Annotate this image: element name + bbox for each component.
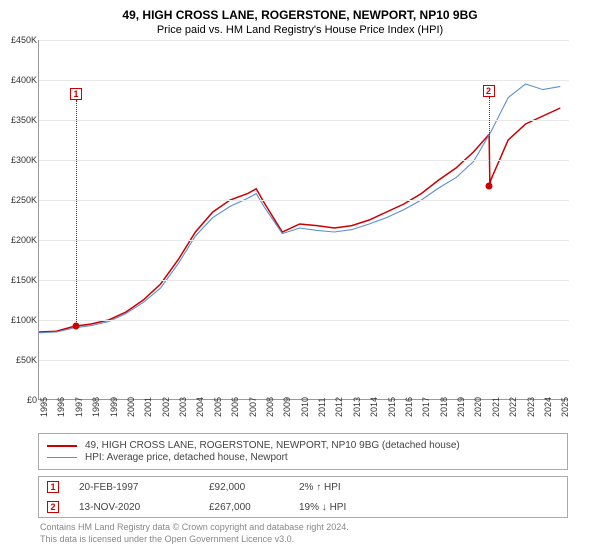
xtick-label: 2008 bbox=[265, 397, 275, 417]
row-pct: 19% ↓ HPI bbox=[299, 502, 409, 513]
series-line-property bbox=[39, 108, 560, 332]
xtick-label: 2022 bbox=[508, 397, 518, 417]
ytick-label: £350K bbox=[1, 115, 37, 125]
xtick-label: 2025 bbox=[560, 397, 570, 417]
xtick-label: 2005 bbox=[213, 397, 223, 417]
xtick-label: 2006 bbox=[230, 397, 240, 417]
footer-panel: 49, HIGH CROSS LANE, ROGERSTONE, NEWPORT… bbox=[38, 433, 568, 549]
marker-guideline bbox=[76, 100, 77, 326]
xtick-label: 2019 bbox=[456, 397, 466, 417]
legend-swatch-hpi bbox=[47, 457, 77, 459]
chart-area: £0£50K£100K£150K£200K£250K£300K£350K£400… bbox=[38, 40, 598, 430]
ytick-label: £100K bbox=[1, 315, 37, 325]
ytick-label: £250K bbox=[1, 195, 37, 205]
plot-region: £0£50K£100K£150K£200K£250K£300K£350K£400… bbox=[38, 40, 568, 400]
row-price: £92,000 bbox=[209, 482, 299, 493]
xtick-label: 1997 bbox=[74, 397, 84, 417]
xtick-label: 2003 bbox=[178, 397, 188, 417]
xtick-label: 1999 bbox=[109, 397, 119, 417]
xtick-label: 2009 bbox=[282, 397, 292, 417]
xtick-label: 2014 bbox=[369, 397, 379, 417]
xtick-label: 2016 bbox=[404, 397, 414, 417]
row-marker: 2 bbox=[47, 501, 59, 513]
ytick-label: £400K bbox=[1, 75, 37, 85]
licence-line: This data is licensed under the Open Gov… bbox=[40, 534, 566, 546]
marker-guideline bbox=[489, 97, 490, 187]
ytick-label: £450K bbox=[1, 35, 37, 45]
xtick-label: 2023 bbox=[526, 397, 536, 417]
xtick-label: 2018 bbox=[439, 397, 449, 417]
table-row: 1 20-FEB-1997£92,0002% ↑ HPI bbox=[39, 477, 567, 497]
ytick-label: £50K bbox=[1, 355, 37, 365]
chart-title: 49, HIGH CROSS LANE, ROGERSTONE, NEWPORT… bbox=[0, 0, 600, 22]
ytick-label: £200K bbox=[1, 235, 37, 245]
legend-label: 49, HIGH CROSS LANE, ROGERSTONE, NEWPORT… bbox=[85, 440, 460, 451]
xtick-label: 2010 bbox=[300, 397, 310, 417]
marker-box: 1 bbox=[70, 88, 82, 100]
legend-swatch-property bbox=[47, 445, 77, 447]
ytick-label: £300K bbox=[1, 155, 37, 165]
xtick-label: 2000 bbox=[126, 397, 136, 417]
transactions-table: 1 20-FEB-1997£92,0002% ↑ HPI 2 13-NOV-2020£… bbox=[38, 476, 568, 518]
chart-subtitle: Price paid vs. HM Land Registry's House … bbox=[0, 22, 600, 40]
marker-box: 2 bbox=[483, 85, 495, 97]
licence-text: Contains HM Land Registry data © Crown c… bbox=[38, 518, 568, 549]
xtick-label: 2013 bbox=[352, 397, 362, 417]
xtick-label: 2007 bbox=[248, 397, 258, 417]
xtick-label: 2001 bbox=[143, 397, 153, 417]
xtick-label: 2024 bbox=[543, 397, 553, 417]
licence-line: Contains HM Land Registry data © Crown c… bbox=[40, 522, 566, 534]
xtick-label: 2012 bbox=[334, 397, 344, 417]
marker-dot bbox=[73, 323, 80, 330]
legend-label: HPI: Average price, detached house, Newp… bbox=[85, 452, 288, 463]
row-pct: 2% ↑ HPI bbox=[299, 482, 409, 493]
row-marker: 1 bbox=[47, 481, 59, 493]
xtick-label: 2004 bbox=[195, 397, 205, 417]
ytick-label: £150K bbox=[1, 275, 37, 285]
xtick-label: 2017 bbox=[421, 397, 431, 417]
ytick-label: £0 bbox=[1, 395, 37, 405]
xtick-label: 2011 bbox=[317, 398, 327, 417]
row-date: 13-NOV-2020 bbox=[79, 502, 209, 513]
xtick-label: 2021 bbox=[491, 397, 501, 417]
row-price: £267,000 bbox=[209, 502, 299, 513]
xtick-label: 2015 bbox=[387, 397, 397, 417]
row-date: 20-FEB-1997 bbox=[79, 482, 209, 493]
legend-box: 49, HIGH CROSS LANE, ROGERSTONE, NEWPORT… bbox=[38, 433, 568, 470]
legend-row: 49, HIGH CROSS LANE, ROGERSTONE, NEWPORT… bbox=[47, 440, 559, 451]
xtick-label: 1998 bbox=[91, 397, 101, 417]
marker-dot bbox=[485, 183, 492, 190]
series-line-hpi bbox=[39, 84, 560, 333]
xtick-label: 2002 bbox=[161, 397, 171, 417]
xtick-label: 2020 bbox=[473, 397, 483, 417]
table-row: 2 13-NOV-2020£267,00019% ↓ HPI bbox=[39, 497, 567, 517]
legend-row: HPI: Average price, detached house, Newp… bbox=[47, 452, 559, 463]
xtick-label: 1996 bbox=[56, 397, 66, 417]
xtick-label: 1995 bbox=[39, 397, 49, 417]
